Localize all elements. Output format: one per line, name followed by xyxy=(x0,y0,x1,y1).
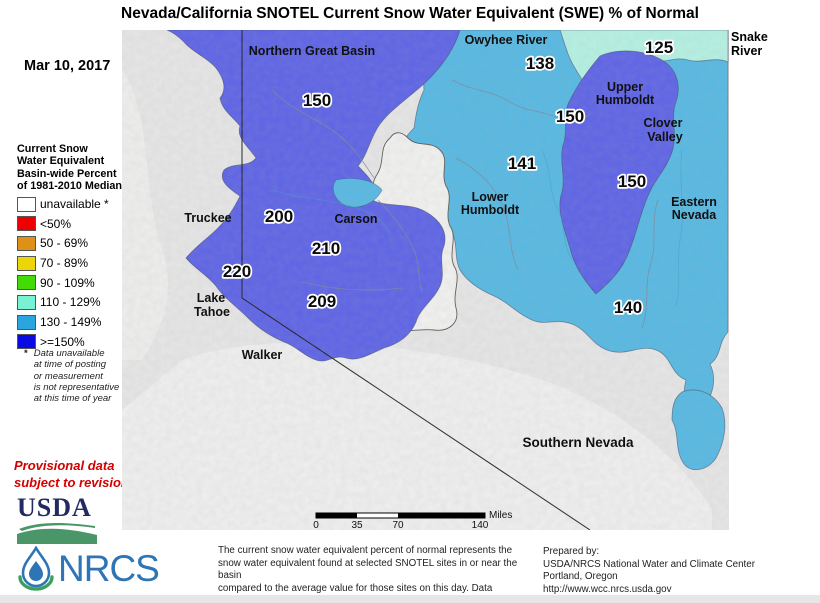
value-125: 125 xyxy=(645,38,673,57)
page-title: Nevada/California SNOTEL Current Snow Wa… xyxy=(121,5,699,22)
label-northern-great-basin: Northern Great Basin xyxy=(249,44,375,58)
legend-swatch xyxy=(17,235,36,251)
legend-swatch xyxy=(17,294,36,310)
value-141: 141 xyxy=(508,154,536,173)
label-clover-valley-2: Valley xyxy=(647,130,682,144)
legend-item: 110 - 129% xyxy=(17,293,125,313)
scale-tick-140: 140 xyxy=(472,520,489,530)
prepared-by: Prepared by: USDA/NRCS National Water an… xyxy=(543,546,755,595)
nrcs-wordmark: NRCS xyxy=(58,548,160,589)
label-eastern-nevada-1: Eastern xyxy=(671,195,717,209)
label-lake-tahoe-2: Tahoe xyxy=(194,305,230,319)
water-drop-icon xyxy=(18,546,54,591)
scale-bar: 0 35 70 140 Miles xyxy=(313,510,512,531)
map-date: Mar 10, 2017 xyxy=(24,58,111,74)
scale-tick-70: 70 xyxy=(392,520,404,530)
legend-swatch xyxy=(17,275,36,291)
value-truckee: 200 xyxy=(265,207,293,226)
label-owyhee-river: Owyhee River xyxy=(465,33,548,47)
value-140: 140 xyxy=(614,298,642,317)
label-southern-nevada: Southern Nevada xyxy=(522,435,634,450)
value-northern-great-basin: 150 xyxy=(303,91,331,110)
value-tahoe: 220 xyxy=(223,262,251,281)
nrcs-logo: NRCS xyxy=(16,546,160,592)
label-carson: Carson xyxy=(334,212,377,226)
usda-wordmark: USDA xyxy=(17,493,92,522)
legend-item: 90 - 109% xyxy=(17,273,125,293)
label-upper-humboldt-1: Upper xyxy=(607,80,643,94)
value-owyhee: 138 xyxy=(526,54,554,73)
label-upper-humboldt-2: Humboldt xyxy=(596,93,655,107)
legend-footnote: * Data unavailable at time of posting or… xyxy=(24,348,120,405)
legend-item: 50 - 69% xyxy=(17,234,125,254)
label-eastern-nevada-2: Nevada xyxy=(672,208,718,222)
value-clover-valley: 150 xyxy=(618,172,646,191)
legend-rows: unavailable * <50% 50 - 69% 70 - 89% 90 … xyxy=(17,194,125,352)
usda-logo: USDA xyxy=(17,493,117,549)
bottom-strip xyxy=(0,595,820,603)
scale-unit: Miles xyxy=(489,510,512,521)
hillshade-texture xyxy=(122,30,729,530)
provisional-note: Provisional data subject to revision xyxy=(14,458,129,490)
usda-field-icon xyxy=(17,522,97,544)
label-truckee: Truckee xyxy=(184,211,231,225)
label-clover-valley-1: Clover xyxy=(644,116,683,130)
legend-swatch xyxy=(17,216,36,232)
legend-title: Current Snow Water Equivalent Basin-wide… xyxy=(17,143,123,192)
legend: Current Snow Water Equivalent Basin-wide… xyxy=(17,143,125,352)
scale-tick-0: 0 xyxy=(313,520,319,530)
basin-map-svg: Northern Great Basin Owyhee River Upper … xyxy=(122,29,729,531)
value-carson: 210 xyxy=(312,239,340,258)
legend-swatch xyxy=(17,314,36,330)
legend-item: unavailable * xyxy=(17,194,125,214)
legend-swatch xyxy=(17,334,36,350)
label-snake-river: Snake River xyxy=(731,30,768,58)
label-lower-humboldt-2: Humboldt xyxy=(461,203,520,217)
label-walker: Walker xyxy=(242,348,283,362)
scale-tick-35: 35 xyxy=(351,520,363,530)
legend-swatch xyxy=(17,255,36,271)
legend-item: >=150% xyxy=(17,332,125,352)
label-lake-tahoe-1: Lake xyxy=(197,291,226,305)
legend-swatch xyxy=(17,196,36,212)
legend-item: 130 - 149% xyxy=(17,312,125,332)
value-upper-humboldt: 150 xyxy=(556,107,584,126)
value-walker: 209 xyxy=(308,292,336,311)
legend-item: 70 - 89% xyxy=(17,253,125,273)
legend-item: <50% xyxy=(17,214,125,234)
label-lower-humboldt-1: Lower xyxy=(472,190,509,204)
map: Northern Great Basin Owyhee River Upper … xyxy=(122,29,729,531)
